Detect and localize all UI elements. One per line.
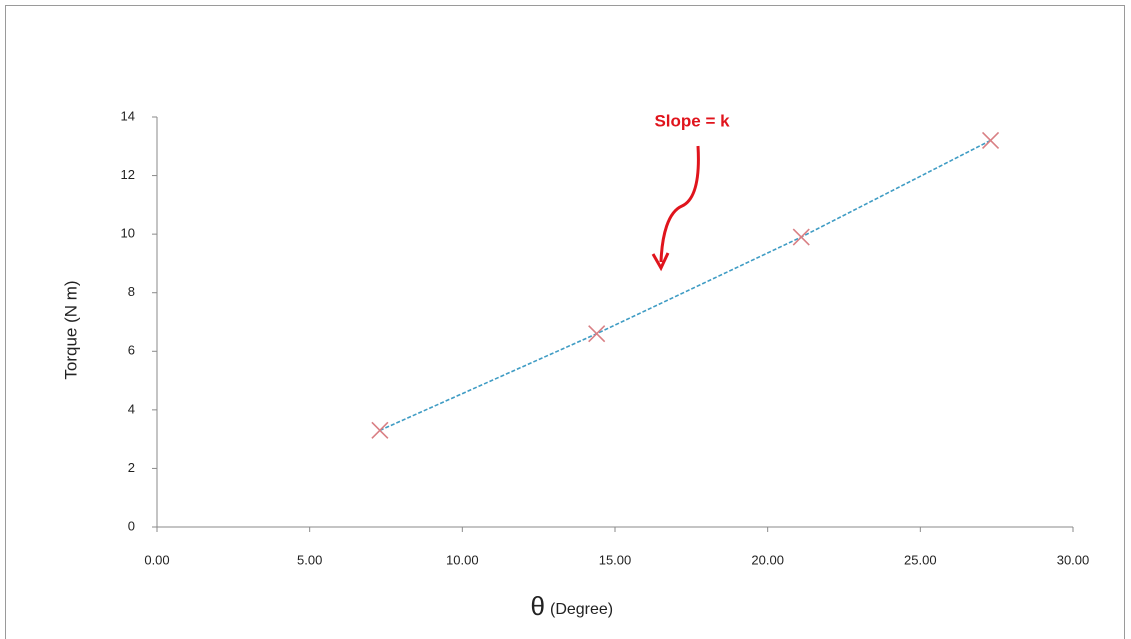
x-axis-symbol: θ <box>531 591 545 621</box>
chart-frame <box>6 6 1125 639</box>
x-tick-label: 30.00 <box>1057 552 1090 567</box>
y-tick-label: 4 <box>128 401 135 416</box>
y-tick-label: 6 <box>128 343 135 358</box>
x-tick-label: 15.00 <box>599 552 632 567</box>
series-line <box>380 140 991 430</box>
x-tick-label: 5.00 <box>297 552 322 567</box>
chart: Torque (N m) θ (Degree) Slope = k 0 2 4 6 8 1… <box>0 0 1131 639</box>
x-tick-label: 20.00 <box>751 552 784 567</box>
annotation: Slope = k <box>654 111 730 130</box>
y-tick-label: 0 <box>128 518 135 533</box>
x-axis-label: (Degree) <box>550 601 613 618</box>
x-tick-label: 25.00 <box>904 552 937 567</box>
y-tick-label: 2 <box>128 460 135 475</box>
marker <box>983 132 999 148</box>
marker <box>589 326 605 342</box>
page: {"chart_data": {"type": "line", "xlabel"… <box>0 0 1131 639</box>
x-tick-label: 10.00 <box>446 552 479 567</box>
y-tick-label: 8 <box>128 284 135 299</box>
y-tick-label: 10 <box>121 226 135 241</box>
y-axis-label: Torque (N m) <box>61 280 80 379</box>
marker <box>372 422 388 438</box>
y-tick-label: 14 <box>121 108 135 123</box>
x-tick-label: 0.00 <box>144 552 169 567</box>
annotation-arrow <box>661 146 698 262</box>
y-tick-label: 12 <box>121 167 135 182</box>
marker <box>793 229 809 245</box>
